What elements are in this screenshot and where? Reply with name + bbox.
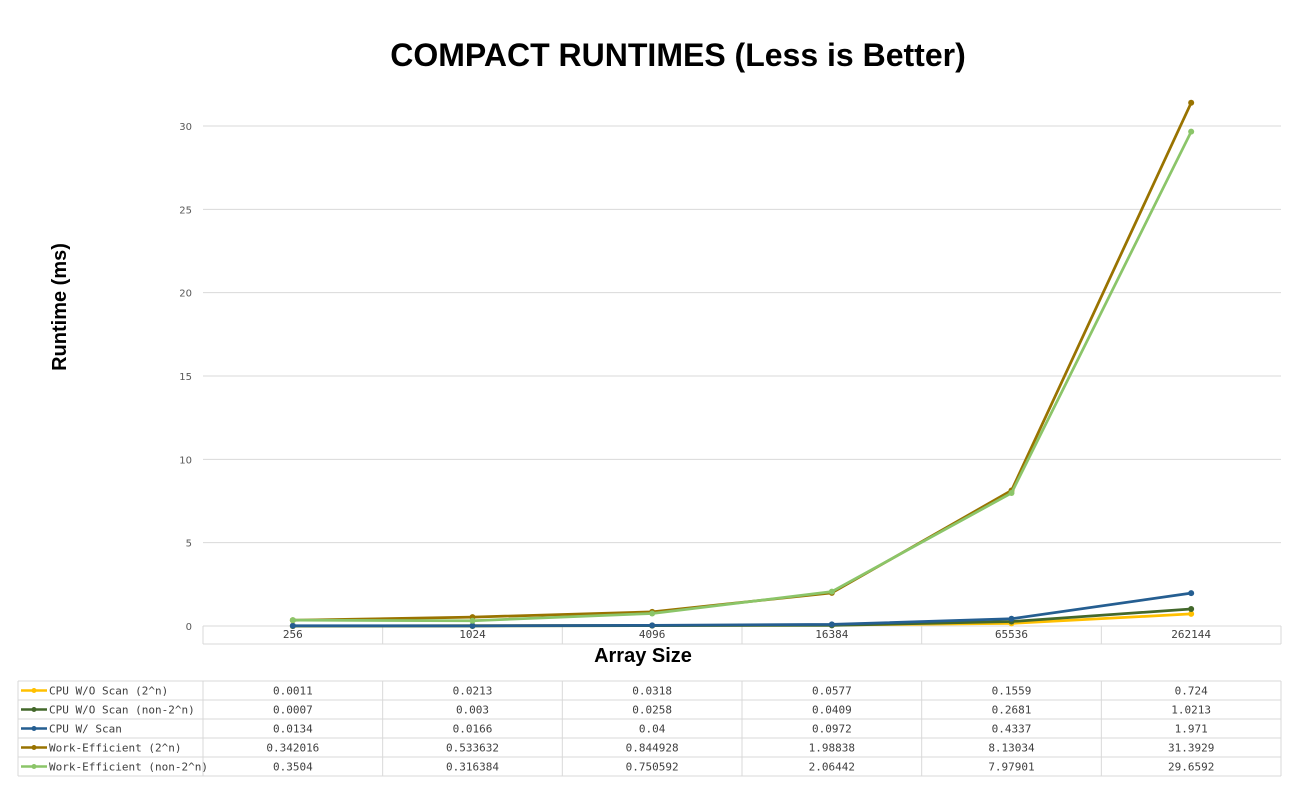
table-cell: 29.6592 — [1168, 761, 1214, 774]
table-cell: 0.003 — [456, 704, 489, 717]
series-group — [289, 128, 1195, 624]
data-point — [1008, 490, 1015, 497]
x-tick-label: 256 — [283, 628, 303, 641]
y-tick-label: 25 — [179, 205, 192, 216]
table-cell: 0.1559 — [992, 685, 1032, 698]
table-cell: 0.2681 — [992, 704, 1032, 717]
legend-key-marker — [31, 688, 37, 693]
legend-key-marker — [31, 707, 37, 712]
table-cell: 0.0213 — [453, 685, 493, 698]
legend-key-marker — [31, 726, 37, 731]
table-cell: 0.0318 — [632, 685, 672, 698]
data-point — [1188, 590, 1195, 597]
series-lines — [289, 99, 1195, 629]
series-line — [292, 591, 1192, 628]
table-cell: 0.04 — [639, 723, 666, 736]
data-point — [1188, 128, 1195, 135]
y-tick-label: 10 — [179, 455, 192, 466]
table-cell: 0.750592 — [626, 761, 679, 774]
legend-label: CPU W/ Scan — [49, 723, 122, 736]
table-cell: 0.0972 — [812, 723, 852, 736]
table-cell: 31.3929 — [1168, 742, 1214, 755]
table-cell: 2.06442 — [809, 761, 855, 774]
data-point — [828, 621, 835, 628]
data-point — [289, 617, 296, 624]
data-point — [649, 622, 656, 629]
data-point — [469, 622, 476, 629]
series-group — [289, 99, 1195, 624]
table-cell: 0.0577 — [812, 685, 852, 698]
data-point — [1188, 99, 1195, 106]
gridlines — [203, 125, 1281, 544]
table-cell: 0.0134 — [273, 723, 313, 736]
y-tick-label: 0 — [186, 622, 192, 633]
data-point — [1008, 615, 1015, 622]
legend-key-marker — [31, 745, 37, 750]
table-cell: 0.0011 — [273, 685, 313, 698]
table-cell: 0.533632 — [446, 742, 499, 755]
x-tick-label: 16384 — [815, 628, 848, 641]
x-tick-label: 65536 — [995, 628, 1028, 641]
table-cell: 0.0007 — [273, 704, 313, 717]
table-cell: 1.0213 — [1171, 704, 1211, 717]
table-cell: 8.13034 — [988, 742, 1035, 755]
legend-label: CPU W/O Scan (non-2^n) — [49, 704, 195, 717]
x-tick-label: 262144 — [1171, 628, 1211, 641]
table-cell: 0.844928 — [626, 742, 679, 755]
x-tick-label: 1024 — [459, 628, 486, 641]
chart-title: COMPACT RUNTIMES (Less is Better) — [390, 37, 965, 73]
table-cell: 0.4337 — [992, 723, 1032, 736]
data-table: 256 1024 4096 16384 65536 262144 CPU W/O Scan … — [17, 625, 1282, 777]
y-tick-label: 20 — [179, 289, 192, 300]
table-cell: 7.97901 — [988, 761, 1034, 774]
series-group — [289, 590, 1195, 629]
data-point — [289, 622, 296, 629]
data-point — [649, 610, 656, 617]
y-tick-label: 15 — [179, 372, 192, 383]
legend-key-marker — [31, 764, 37, 769]
table-cell: 0.342016 — [266, 742, 319, 755]
legend-label: Work-Efficient (non-2^n) — [49, 761, 208, 774]
table-cell: 0.3504 — [273, 761, 313, 774]
table-cell: 0.0409 — [812, 704, 852, 717]
x-axis-title: Array Size — [594, 645, 692, 667]
table-cell: 1.971 — [1175, 723, 1208, 736]
y-axis-title: Runtime (ms) — [49, 243, 71, 371]
table-cell: 0.0166 — [453, 723, 493, 736]
x-tick-label: 4096 — [639, 628, 666, 641]
series-line — [292, 131, 1193, 623]
legend-label: Work-Efficient (2^n) — [49, 742, 181, 755]
legend-label: CPU W/O Scan (2^n) — [49, 685, 168, 698]
data-point — [1188, 610, 1195, 617]
y-axis-ticks: 0 5 10 15 20 25 30 — [179, 122, 192, 633]
table-cell: 1.98838 — [809, 742, 855, 755]
y-tick-label: 30 — [179, 122, 192, 133]
data-point — [828, 588, 835, 595]
data-point — [469, 617, 476, 624]
table-cell: 0.316384 — [446, 761, 499, 774]
y-tick-label: 5 — [186, 539, 192, 550]
table-cell: 0.724 — [1175, 685, 1208, 698]
table-cell: 0.0258 — [632, 704, 672, 717]
data-point — [1188, 605, 1195, 612]
